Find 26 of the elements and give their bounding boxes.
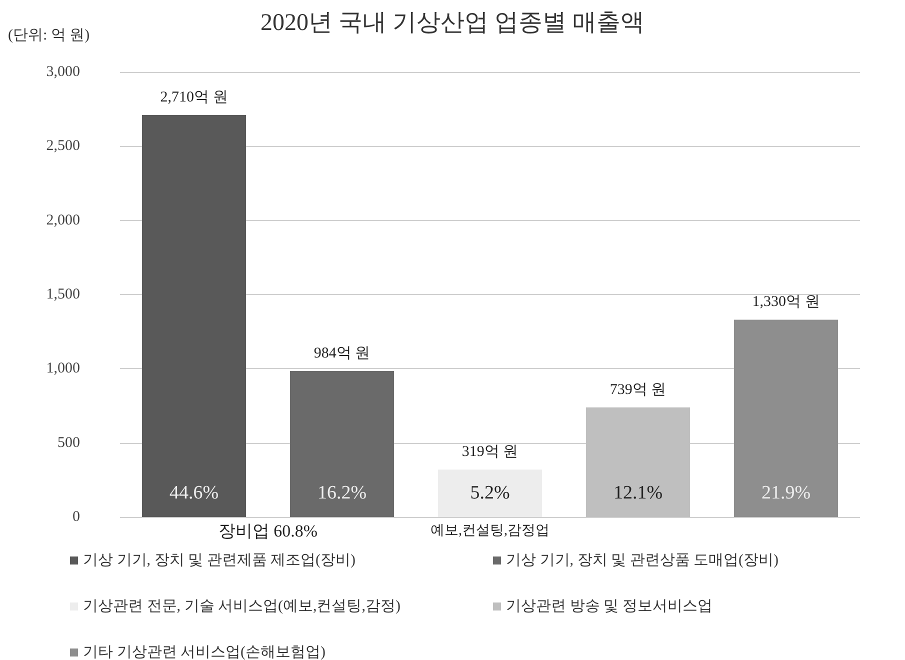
- y-tick-label: 500: [58, 434, 80, 451]
- annotation: 44.6%: [169, 482, 219, 504]
- y-tick-label: 0: [72, 509, 80, 525]
- data-label: 319억 원: [462, 444, 518, 460]
- annotation: 5.2%: [470, 482, 510, 504]
- legend-label: 기상관련 전문, 기술 서비스업(예보,컨설팅,감정): [83, 598, 400, 614]
- legend-label: 기상관련 방송 및 정보서비스업: [506, 598, 712, 614]
- annotation: 12.1%: [613, 482, 663, 504]
- legend-label: 기상 기기, 장치 및 관련제품 제조업(장비): [83, 552, 356, 568]
- y-tick-label: 1,000: [46, 360, 80, 377]
- legend-label: 기상 기기, 장치 및 관련상품 도매업(장비): [506, 552, 778, 568]
- annotation: 21.9%: [761, 482, 811, 504]
- data-label: 1,330억 원: [752, 294, 820, 310]
- text: 예보,컨설팅,감정업: [430, 524, 550, 538]
- chart-title: 2020년 국내 기상산업 업종별 매출액: [260, 10, 644, 36]
- text: (단위: 억 원): [8, 28, 90, 44]
- text: 장비업 60.8%: [218, 522, 318, 540]
- y-tick-label: 3,000: [46, 64, 80, 80]
- y-tick-label: 1,500: [46, 286, 80, 302]
- data-label: 2,710억 원: [160, 90, 228, 106]
- y-tick-label: 2,500: [46, 138, 80, 154]
- data-label: 984억 원: [314, 346, 370, 362]
- data-label: 739억 원: [610, 382, 666, 398]
- y-tick-label: 2,000: [46, 212, 80, 228]
- legend-label: 기타 기상관련 서비스업(손해보험업): [83, 644, 326, 660]
- annotation: 16.2%: [317, 482, 367, 504]
